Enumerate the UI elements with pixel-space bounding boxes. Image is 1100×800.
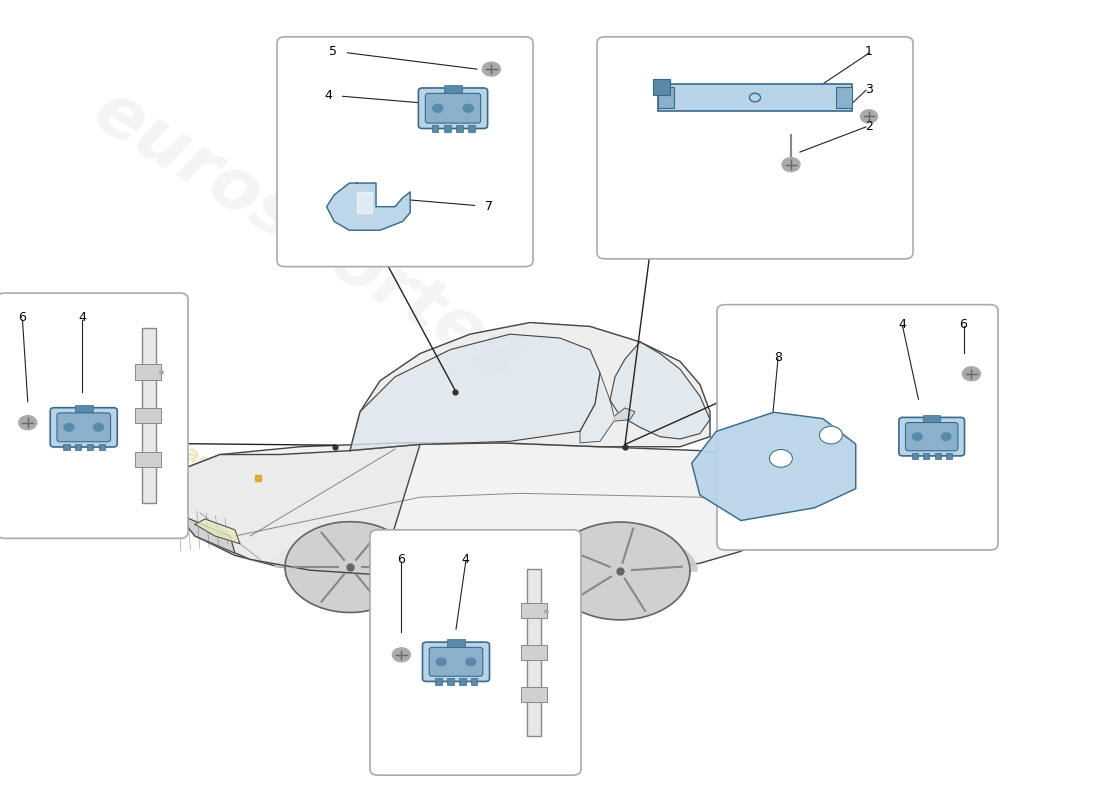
FancyBboxPatch shape (905, 422, 958, 450)
Polygon shape (358, 192, 372, 213)
Text: 4: 4 (899, 318, 906, 331)
Bar (935, 453, 940, 459)
Bar (456, 126, 463, 132)
Circle shape (483, 62, 500, 76)
Polygon shape (285, 522, 415, 613)
Circle shape (942, 433, 950, 440)
Circle shape (465, 658, 475, 666)
Bar (923, 414, 940, 422)
Polygon shape (170, 443, 840, 575)
FancyBboxPatch shape (429, 647, 483, 676)
FancyBboxPatch shape (597, 37, 913, 259)
Bar (836, 86, 851, 108)
Polygon shape (615, 408, 635, 421)
FancyBboxPatch shape (899, 418, 965, 456)
Bar (912, 453, 917, 459)
Text: eurosportes: eurosportes (80, 77, 534, 396)
Bar (135, 408, 162, 423)
Bar (659, 86, 674, 108)
Polygon shape (550, 522, 690, 620)
Bar (527, 569, 541, 736)
Bar (63, 444, 69, 450)
Text: 3: 3 (865, 82, 873, 96)
Circle shape (19, 416, 36, 430)
Bar (443, 126, 451, 132)
Polygon shape (580, 373, 615, 443)
Bar (87, 444, 94, 450)
Circle shape (393, 648, 410, 662)
Polygon shape (275, 532, 425, 567)
Text: 2: 2 (865, 120, 873, 134)
Polygon shape (543, 533, 697, 571)
Circle shape (860, 110, 878, 123)
Polygon shape (692, 412, 856, 521)
Text: 4: 4 (462, 553, 470, 566)
Bar (521, 686, 547, 702)
Bar (99, 444, 106, 450)
FancyBboxPatch shape (370, 530, 581, 775)
Circle shape (432, 104, 443, 112)
FancyBboxPatch shape (426, 94, 481, 123)
FancyBboxPatch shape (418, 88, 487, 129)
Text: 6: 6 (397, 553, 405, 566)
Circle shape (437, 658, 447, 666)
Text: 8: 8 (774, 351, 782, 364)
Circle shape (962, 366, 980, 381)
Circle shape (463, 104, 473, 112)
Circle shape (769, 450, 792, 467)
FancyBboxPatch shape (717, 305, 998, 550)
FancyBboxPatch shape (422, 642, 490, 682)
Bar (142, 328, 155, 503)
Bar (447, 678, 453, 685)
Text: a passion for parts since 1985: a passion for parts since 1985 (150, 424, 462, 629)
Bar (946, 453, 953, 459)
Circle shape (64, 423, 74, 431)
Bar (653, 79, 670, 95)
Circle shape (913, 433, 922, 440)
FancyBboxPatch shape (0, 293, 188, 538)
Text: 4: 4 (78, 311, 86, 324)
Bar (923, 453, 930, 459)
FancyBboxPatch shape (57, 413, 110, 442)
Bar (443, 85, 462, 93)
Polygon shape (327, 183, 410, 230)
Polygon shape (350, 334, 600, 450)
Bar (459, 678, 465, 685)
Text: 1: 1 (865, 45, 873, 58)
Bar (135, 364, 162, 380)
Text: 5: 5 (329, 46, 337, 58)
Bar (431, 126, 439, 132)
Bar (75, 405, 92, 412)
Polygon shape (350, 322, 710, 450)
Circle shape (782, 158, 800, 171)
Circle shape (94, 423, 103, 431)
Polygon shape (195, 519, 240, 544)
Bar (436, 678, 442, 685)
Bar (135, 452, 162, 467)
Text: 6: 6 (959, 318, 967, 331)
Bar (447, 639, 465, 647)
Polygon shape (165, 505, 235, 553)
FancyBboxPatch shape (51, 408, 118, 447)
Circle shape (820, 426, 843, 444)
Text: 4: 4 (324, 89, 332, 102)
Polygon shape (170, 445, 420, 575)
Bar (471, 678, 477, 685)
Bar (521, 645, 547, 660)
Bar (521, 602, 547, 618)
Bar (75, 444, 81, 450)
Bar (659, 84, 851, 111)
Text: 7: 7 (485, 199, 493, 213)
Bar (469, 126, 475, 132)
FancyBboxPatch shape (277, 37, 534, 266)
Polygon shape (610, 342, 710, 439)
Text: 6: 6 (19, 311, 26, 324)
